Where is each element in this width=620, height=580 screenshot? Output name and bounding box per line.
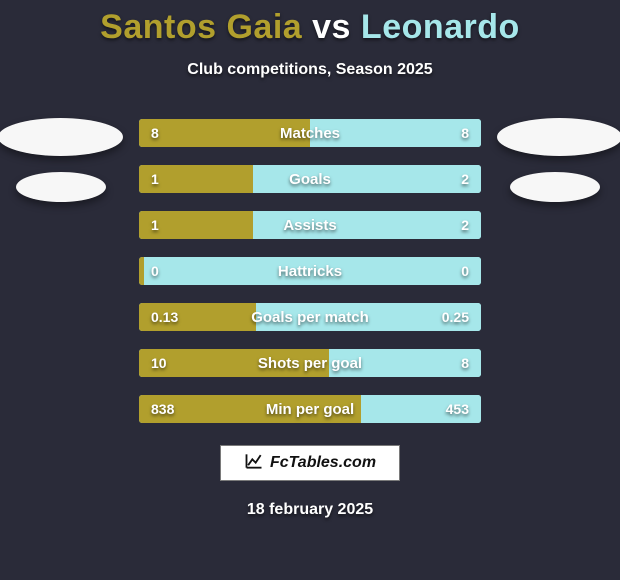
chart-icon bbox=[244, 451, 264, 476]
decor-ellipse bbox=[0, 118, 123, 156]
stat-row: 00Hattricks bbox=[139, 257, 481, 285]
stat-fill-right bbox=[361, 395, 481, 423]
date-text: 18 february 2025 bbox=[0, 501, 620, 519]
stats-container: 88Matches 12Goals 12Assists 00Hattricks 0.13… bbox=[139, 119, 481, 423]
decor-ellipse bbox=[497, 118, 620, 156]
stat-fill-left bbox=[139, 211, 253, 239]
branding-box[interactable]: FcTables.com bbox=[220, 445, 400, 481]
stat-row: 838453Min per goal bbox=[139, 395, 481, 423]
stat-fill-right bbox=[476, 257, 481, 285]
stat-fill-right bbox=[310, 119, 481, 147]
title-player2: Leonardo bbox=[361, 8, 520, 46]
stat-fill-left bbox=[139, 349, 329, 377]
stat-row: 0.130.25Goals per match bbox=[139, 303, 481, 331]
branding-text: FcTables.com bbox=[270, 454, 376, 472]
stat-fill-left bbox=[139, 119, 310, 147]
title-player1: Santos Gaia bbox=[100, 8, 302, 46]
decor-ellipse bbox=[16, 172, 106, 202]
title-vs: vs bbox=[312, 8, 351, 46]
decor-ellipse bbox=[510, 172, 600, 202]
stat-fill-right bbox=[253, 165, 481, 193]
stat-row: 108Shots per goal bbox=[139, 349, 481, 377]
subtitle: Club competitions, Season 2025 bbox=[0, 61, 620, 79]
stat-fill-left bbox=[139, 303, 256, 331]
page-title: Santos Gaia vs Leonardo bbox=[0, 0, 620, 47]
stat-fill-right bbox=[253, 211, 481, 239]
stat-row: 12Assists bbox=[139, 211, 481, 239]
stat-row: 88Matches bbox=[139, 119, 481, 147]
stat-fill-right bbox=[329, 349, 481, 377]
stat-fill-left bbox=[139, 395, 361, 423]
stat-label: Hattricks bbox=[139, 257, 481, 285]
stat-row: 12Goals bbox=[139, 165, 481, 193]
stat-fill-left bbox=[139, 257, 144, 285]
stat-fill-left bbox=[139, 165, 253, 193]
stat-fill-right bbox=[256, 303, 481, 331]
